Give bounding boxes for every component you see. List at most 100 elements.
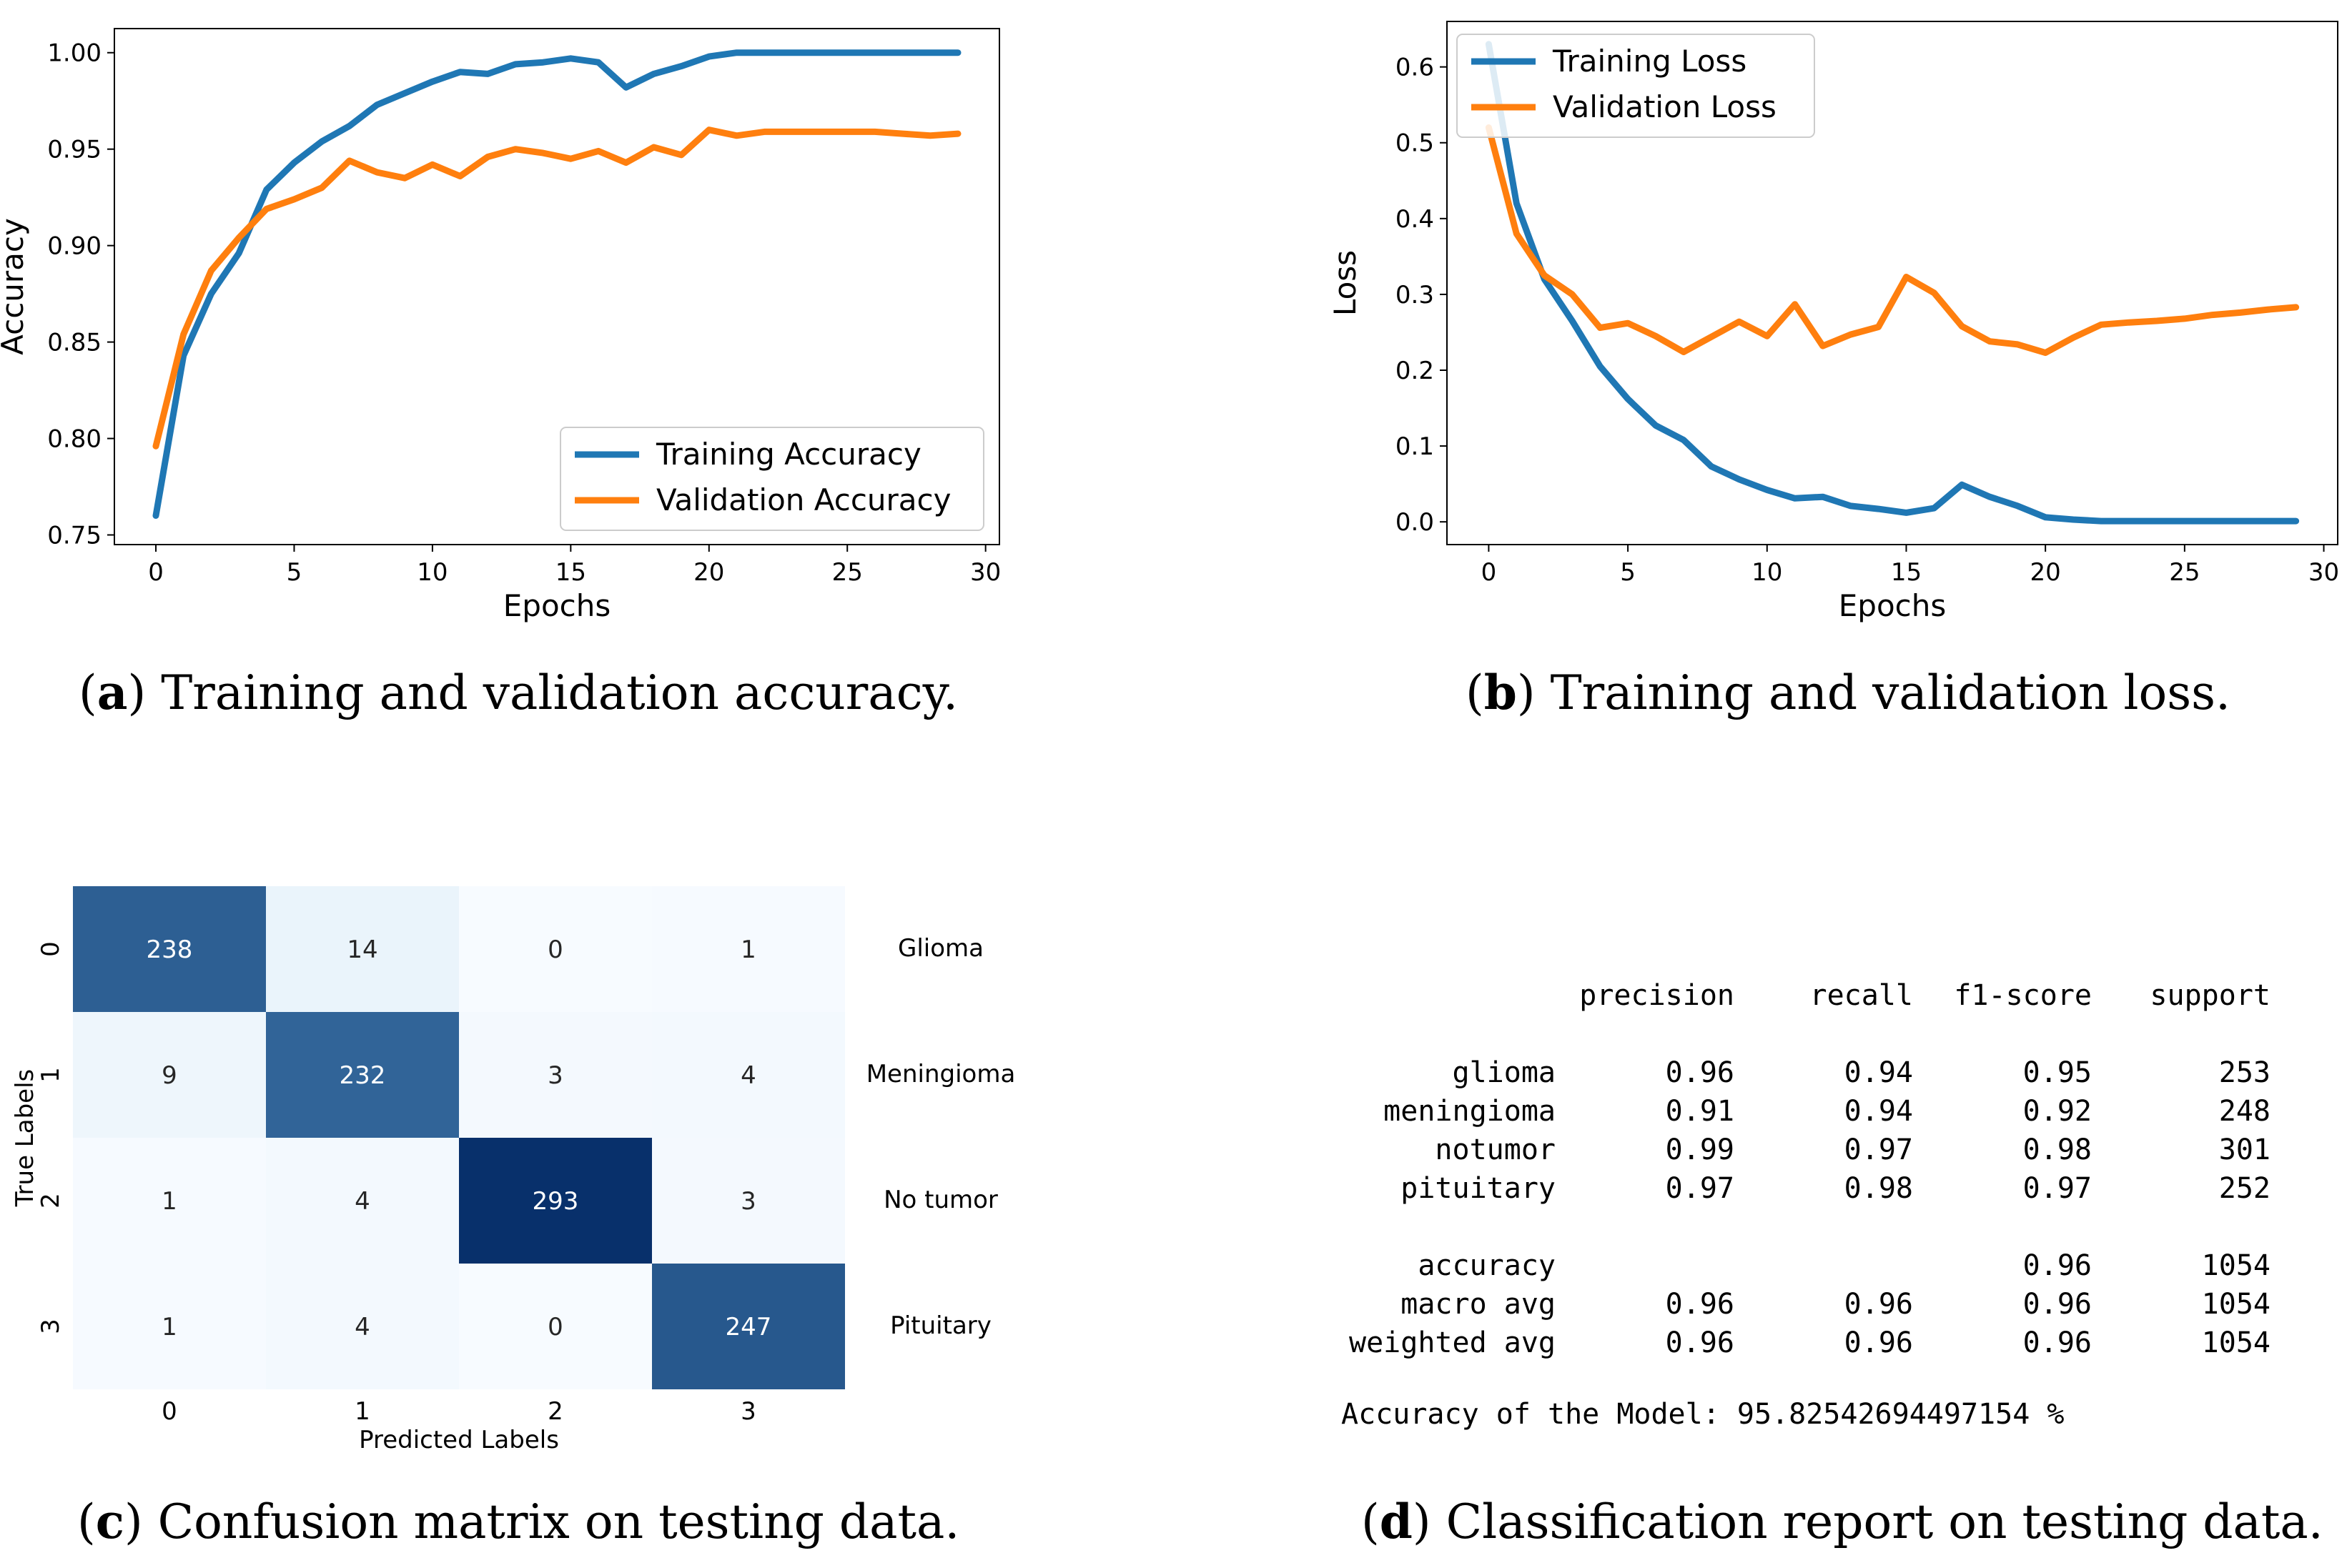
series-line-training [1485, 41, 2300, 525]
x-tick-label: 1 [355, 1397, 370, 1426]
row-class-label: Glioma [898, 934, 984, 963]
plot-frame [114, 28, 1000, 545]
y-tick-label: 3 [36, 1319, 65, 1334]
y-tick-label: 1 [36, 1067, 65, 1083]
cell-value: 293 [533, 1187, 579, 1216]
heatmap-cell [73, 886, 266, 1012]
x-tick-label: 10 [1751, 558, 1782, 587]
heatmap-cell [459, 1138, 652, 1264]
heatmap-cell [266, 1012, 459, 1138]
cell-value: 0 [548, 1313, 563, 1341]
caption-b: (b) Training and validation loss. [1466, 665, 2230, 720]
y-tick-label: 0.90 [47, 232, 102, 261]
report-cell: 0.96 [1665, 1056, 1734, 1089]
x-tick-label: 25 [2169, 558, 2200, 587]
caption-c: (c) Confusion matrix on testing data. [77, 1494, 960, 1549]
cell-value: 14 [347, 936, 377, 964]
cell-value: 238 [147, 936, 193, 964]
x-tick-label: 20 [2030, 558, 2061, 587]
cell-value: 1 [741, 936, 756, 964]
series-line-validation [152, 126, 962, 450]
report-cell: 0.98 [1844, 1172, 1913, 1205]
report-cell: 0.97 [2022, 1172, 2092, 1205]
x-tick-label: 30 [970, 558, 1001, 587]
row-label: meningioma [1383, 1095, 1556, 1128]
x-axis-label: Epochs [503, 588, 611, 623]
cell-value: 1 [162, 1187, 177, 1216]
report-summary-row: macro avg 0.96 0.96 0.96 1054 [1341, 1285, 2271, 1324]
report-cell: 0.95 [2022, 1056, 2092, 1089]
row-label: pituitary [1400, 1172, 1556, 1205]
x-axis-label: Epochs [1839, 588, 1947, 623]
report-cell: 0.94 [1844, 1095, 1913, 1128]
x-tick-label: 5 [1620, 558, 1636, 587]
report-cell: recall [1809, 979, 1914, 1012]
report-cell: 253 [2218, 1056, 2271, 1089]
x-tick-label: 25 [832, 558, 863, 587]
row-label: macro avg [1400, 1288, 1556, 1321]
report-cell: support [2150, 979, 2271, 1012]
heatmap-cell [652, 886, 845, 1012]
loss-line-chart: 0 5 10 15 20 25 30 0.0 0.1 0.2 0.3 0.4 0.5 0.6 Epochs L… [1328, 21, 2339, 623]
x-tick-label: 3 [741, 1397, 756, 1426]
report-cell: 0.96 [2022, 1288, 2092, 1321]
report-cell: 0.97 [1844, 1133, 1913, 1166]
report-cell: 0.96 [2022, 1326, 2092, 1359]
x-tick-label: 5 [287, 558, 302, 587]
cell-value: 3 [741, 1187, 756, 1216]
x-tick-label: 0 [1481, 558, 1497, 587]
y-tick-label: 0.1 [1395, 432, 1434, 461]
classification-report: precision recall f1-score support glioma 0.96… [1341, 976, 2271, 1431]
legend-label: Validation Loss [1553, 89, 1777, 124]
report-cell: 0.97 [1665, 1172, 1734, 1205]
report-cell: 0.96 [1665, 1326, 1734, 1359]
report-class-row: notumor 0.99 0.97 0.98 301 [1341, 1131, 2271, 1169]
x-tick-label: 30 [2308, 558, 2339, 587]
heatmap-cell [652, 1138, 845, 1264]
report-cell: 1054 [2201, 1288, 2271, 1321]
cell-value: 4 [355, 1313, 370, 1341]
row-class-label: No tumor [884, 1186, 998, 1214]
heatmap-cell [652, 1264, 845, 1389]
report-cell: 0.94 [1844, 1056, 1913, 1089]
report-cell [1556, 1246, 1734, 1285]
x-tick-label: 2 [548, 1397, 563, 1426]
y-tick-label: 0.2 [1395, 357, 1434, 385]
legend-label: Validation Accuracy [656, 482, 952, 517]
y-tick-label: 0.80 [47, 425, 102, 454]
row-class-label: Pituitary [890, 1311, 992, 1340]
y-tick-label: 0 [36, 941, 65, 957]
y-tick-label: 0.4 [1395, 205, 1434, 234]
report-header-row: precision recall f1-score support [1341, 976, 2271, 1015]
report-class-row: pituitary 0.97 0.98 0.97 252 [1341, 1169, 2271, 1208]
legend-label: Training Accuracy [656, 437, 921, 472]
row-label [1341, 976, 1556, 1015]
cell-value: 247 [726, 1313, 772, 1341]
report-summary-row: accuracy 0.96 1054 [1341, 1246, 2271, 1285]
row-label: notumor [1435, 1133, 1556, 1166]
x-tick-label: 15 [1891, 558, 1922, 587]
report-class-row: meningioma 0.91 0.94 0.92 248 [1341, 1092, 2271, 1131]
heatmap-cell [73, 1264, 266, 1389]
y-axis-label: Loss [1328, 250, 1363, 316]
heatmap-cell [459, 886, 652, 1012]
cell-value: 4 [741, 1061, 756, 1090]
report-cell: f1-score [1954, 979, 2092, 1012]
x-tick-label: 0 [148, 558, 164, 587]
x-tick-label: 20 [693, 558, 724, 587]
classification-report-table: precision recall f1-score support glioma 0.96… [1341, 976, 2271, 1362]
y-tick-label: 1.00 [47, 39, 102, 68]
legend-box [1456, 34, 1815, 138]
report-cell: 1054 [2201, 1326, 2271, 1359]
row-label: glioma [1452, 1056, 1556, 1089]
caption-d: (d) Classification report on testing dat… [1361, 1494, 2323, 1549]
report-cell: 0.99 [1665, 1133, 1734, 1166]
x-tick-label: 0 [162, 1397, 177, 1426]
report-class-row: glioma 0.96 0.94 0.95 253 [1341, 1053, 2271, 1092]
report-cell: 0.96 [1665, 1288, 1734, 1321]
report-cell: 248 [2218, 1095, 2271, 1128]
heatmap-cell [459, 1264, 652, 1389]
plot-frame [1446, 21, 2338, 545]
row-label: weighted avg [1349, 1326, 1556, 1359]
